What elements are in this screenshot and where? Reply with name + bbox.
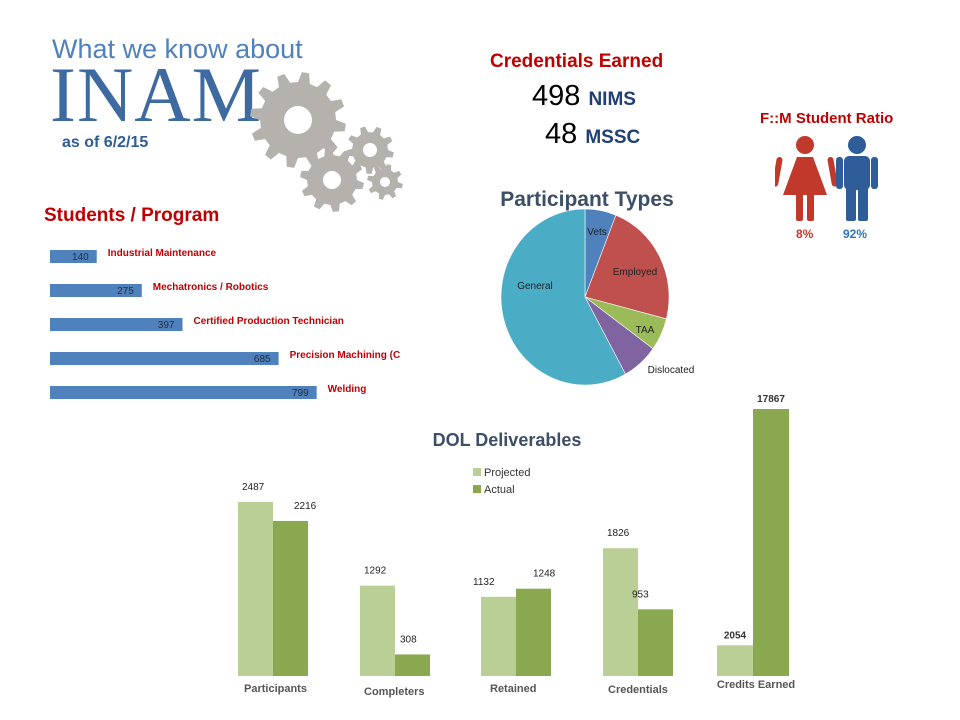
credential-nims-unit: NIMS [588, 89, 636, 110]
program-label: Welding [328, 384, 367, 395]
credential-nims: 498 NIMS [532, 80, 636, 113]
dol-deliverables-chart: DOL Deliverables Projected Actual 2487 2216 P… [238, 394, 795, 698]
dol-bar-value: 2216 [294, 501, 317, 512]
dol-title: DOL Deliverables [433, 430, 582, 450]
dol-bar [273, 520, 308, 676]
pie-label: TAA [636, 325, 655, 336]
credentials-title: Credentials Earned [490, 51, 664, 72]
gears-icon [250, 72, 403, 212]
legend-swatch [473, 485, 481, 493]
pie-title: Participant Types [500, 188, 674, 211]
dol-bar [360, 585, 395, 676]
pie-label: Employed [613, 267, 657, 278]
gear-hole-3 [380, 177, 390, 187]
program-label: Mechatronics / Robotics [153, 282, 269, 293]
dol-category-label: Completers [364, 686, 425, 698]
dol-bar-value: 1248 [533, 569, 556, 580]
pie-label: General [517, 281, 553, 292]
program-bar-value: 275 [117, 286, 134, 297]
as-of-date: as of 6/2/15 [62, 134, 149, 151]
male-percent: 92% [843, 227, 868, 241]
program-label: Precision Machining (CNC) [290, 350, 400, 361]
dol-bar [395, 654, 430, 676]
program-bar-value: 799 [292, 388, 309, 399]
program-label: Certified Production Technician [193, 316, 343, 327]
gear-hole-2 [323, 171, 341, 189]
program-bar [50, 318, 183, 331]
female-percent: 8% [796, 227, 814, 241]
program-label: Industrial Maintenance [108, 248, 217, 259]
ratio-title: F::M Student Ratio [760, 110, 894, 127]
dol-category-label: Participants [244, 683, 307, 695]
program-bar [50, 250, 97, 263]
dol-category-label: Credentials [608, 684, 668, 696]
dol-bar-value: 2487 [242, 482, 265, 493]
program-bar-value: 140 [72, 252, 89, 263]
inam-logo: INAM [50, 51, 262, 138]
participant-types-chart: Participant Types Vets Employed TAA Dislocat… [500, 188, 695, 386]
gear-hole-1 [363, 143, 377, 157]
dol-bar [516, 588, 551, 676]
dol-bar [603, 548, 638, 676]
male-figure-icon [836, 136, 878, 221]
dol-bar [238, 502, 273, 676]
legend-label: Actual [484, 484, 515, 496]
female-figure-icon [775, 136, 838, 221]
dol-bar-value: 1132 [473, 577, 495, 588]
credential-nims-value: 498 [532, 80, 581, 112]
gear-hole-0 [284, 106, 312, 134]
legend-swatch [473, 468, 481, 476]
gender-figures [775, 136, 878, 221]
dol-category-label: Retained [490, 683, 536, 695]
dol-bar-value: 1292 [364, 566, 387, 577]
credential-mssc-unit: MSSC [585, 127, 641, 148]
dol-bar-value: 308 [400, 634, 417, 645]
credits-bar [753, 409, 789, 676]
credential-mssc: 48 MSSC [545, 118, 640, 151]
students-program-title: Students / Program [44, 205, 220, 226]
pie-label: Dislocated [648, 365, 695, 376]
dol-bar [481, 596, 516, 676]
program-bar-value: 685 [254, 354, 271, 365]
dol-bar-value: 953 [632, 589, 649, 600]
program-bar [50, 352, 279, 365]
pie-slice [500, 208, 626, 386]
credits-category-label: Credits Earned [717, 679, 795, 691]
dol-bar [638, 609, 673, 676]
legend-label: Projected [484, 467, 530, 479]
credits-bar [717, 645, 753, 676]
credential-mssc-value: 48 [545, 118, 578, 150]
program-bar [50, 284, 142, 297]
credits-bar-value: 17867 [757, 394, 785, 405]
students-program-chart: 140 Industrial Maintenance 275 Mechatronics… [50, 248, 400, 399]
pie-label: Vets [587, 227, 606, 238]
intro-text: What we know about [52, 34, 303, 64]
program-bar [50, 386, 317, 399]
credits-bar-value: 2054 [724, 630, 747, 641]
dol-bar-value: 1826 [607, 528, 630, 539]
program-bar-value: 397 [158, 320, 175, 331]
pie-slice [584, 214, 670, 320]
